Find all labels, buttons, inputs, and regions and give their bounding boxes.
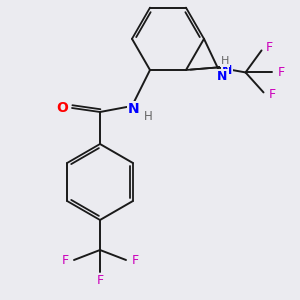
Text: F: F [266,41,273,54]
Text: N: N [128,102,140,116]
Text: F: F [278,66,285,79]
Text: O: O [56,101,68,115]
Text: F: F [269,88,276,101]
Text: F: F [96,274,103,286]
Text: N: N [222,64,232,76]
Text: F: F [61,254,69,266]
Text: N: N [217,70,228,83]
Text: H: H [144,110,152,122]
Text: H: H [221,56,230,66]
Text: F: F [131,254,139,266]
